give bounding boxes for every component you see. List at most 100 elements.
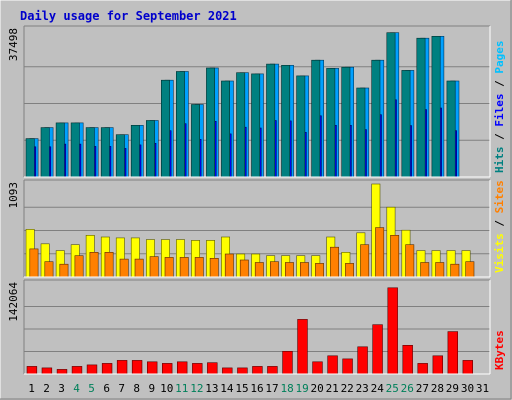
bar-sites-day-3 xyxy=(59,263,69,278)
bar-kbytes-day-8 xyxy=(131,360,143,375)
x-tick-label-day-4: 4 xyxy=(73,382,80,395)
legend-entry-visits: Visits xyxy=(493,233,506,273)
x-tick-label-day-10: 10 xyxy=(160,382,173,395)
legend-entry-files: Files xyxy=(493,94,506,127)
legend-text: Hits / Files / Pages xyxy=(493,41,506,174)
bar-pages-day-12 xyxy=(191,104,200,178)
x-tick-label-day-24: 24 xyxy=(371,382,385,395)
bar-kbytes-day-6 xyxy=(101,363,113,375)
x-tick-label-day-30: 30 xyxy=(461,382,474,395)
bar-sites-day-26 xyxy=(405,244,415,278)
bar-pages-day-11 xyxy=(176,71,185,178)
bar-sites-day-21 xyxy=(330,246,339,278)
bar-pages-day-25 xyxy=(386,32,396,178)
panel-top: 37498 Hits / Files / Pages xyxy=(7,25,506,178)
bar-sites-day-8 xyxy=(134,258,144,278)
legend-separator: / xyxy=(493,74,506,94)
bar-sites-day-27 xyxy=(420,262,430,278)
bar-kbytes-day-15 xyxy=(237,367,248,375)
bar-kbytes-day-10 xyxy=(162,363,173,375)
bar-sites-day-2 xyxy=(44,261,54,278)
bar-sites-day-18 xyxy=(284,262,294,278)
bar-pages-day-28 xyxy=(431,35,441,178)
x-tick-label-day-29: 29 xyxy=(446,382,459,395)
legend-entry-pages: Pages xyxy=(493,41,506,74)
x-axis: 1 2 3 4 5 6 7 8 9 10 11 12 13 14 15 16 17 18 19 20 21 22 23 24 2… xyxy=(28,382,489,395)
bar-sites-day-7 xyxy=(119,258,129,278)
bar-kbytes-day-23 xyxy=(357,346,368,375)
bar-kbytes-day-16 xyxy=(252,366,263,375)
bar-pages-day-10 xyxy=(161,79,170,178)
x-tick-label-day-19: 19 xyxy=(295,382,308,395)
panel-bot-legend: KBytes xyxy=(493,330,506,370)
bar-pages-day-16 xyxy=(251,73,261,178)
bar-kbytes-day-17 xyxy=(267,366,278,375)
bar-kbytes-day-29 xyxy=(447,331,458,375)
bar-kbytes-day-26 xyxy=(402,344,413,375)
bar-kbytes-day-27 xyxy=(417,363,428,375)
bar-sites-day-6 xyxy=(104,252,114,278)
x-tick-label-day-13: 13 xyxy=(205,382,218,395)
bar-kbytes-day-3 xyxy=(56,369,68,375)
bar-kbytes-day-12 xyxy=(192,363,203,375)
bar-pages-day-15 xyxy=(236,72,246,178)
bar-kbytes-day-19 xyxy=(297,319,308,375)
bar-kbytes-day-18 xyxy=(282,350,293,375)
bar-sites-day-12 xyxy=(194,257,204,278)
x-tick-label-day-3: 3 xyxy=(58,382,65,395)
bar-sites-day-23 xyxy=(360,244,370,278)
bar-kbytes-day-2 xyxy=(41,367,53,375)
bar-sites-day-19 xyxy=(299,262,309,278)
bar-kbytes-day-4 xyxy=(71,366,83,375)
bar-pages-day-18 xyxy=(281,65,291,178)
x-tick-label-day-8: 8 xyxy=(133,382,140,395)
legend-text: KBytes xyxy=(493,330,506,370)
bar-sites-day-24 xyxy=(375,227,385,278)
x-tick-label-day-26: 26 xyxy=(401,382,414,395)
x-tick-label-day-7: 7 xyxy=(118,382,125,395)
bar-pages-day-23 xyxy=(356,87,366,178)
bar-pages-day-7 xyxy=(115,134,125,178)
x-tick-label-day-1: 1 xyxy=(28,382,35,395)
bar-sites-day-10 xyxy=(164,257,174,278)
bar-kbytes-day-22 xyxy=(342,358,353,375)
bar-pages-day-26 xyxy=(401,70,411,178)
x-tick-label-day-31: 31 xyxy=(476,382,489,395)
x-tick-label-day-17: 17 xyxy=(265,382,278,395)
bar-sites-day-5 xyxy=(89,252,99,278)
bar-kbytes-day-9 xyxy=(147,361,158,375)
legend-separator: / xyxy=(493,213,506,233)
bar-pages-day-27 xyxy=(416,37,426,178)
panel-bot: 142064 KBytes xyxy=(7,279,506,375)
x-tick-label-day-28: 28 xyxy=(431,382,444,395)
legend-separator: / xyxy=(493,127,506,147)
bar-sites-day-4 xyxy=(74,255,84,278)
x-tick-label-day-5: 5 xyxy=(88,382,95,395)
bar-pages-day-21 xyxy=(326,68,336,178)
bar-sites-day-13 xyxy=(209,257,219,278)
x-tick-label-day-23: 23 xyxy=(356,382,369,395)
bar-sites-day-14 xyxy=(224,253,234,278)
bar-kbytes-day-25 xyxy=(387,287,398,375)
panel-mid-legend: Visits / Sites xyxy=(493,180,506,273)
x-tick-label-day-25: 25 xyxy=(386,382,399,395)
bar-pages-day-4 xyxy=(70,122,80,178)
x-tick-label-day-6: 6 xyxy=(103,382,110,395)
bar-kbytes-day-24 xyxy=(372,324,383,375)
series-sites xyxy=(29,227,475,278)
bar-sites-day-29 xyxy=(450,263,460,278)
bar-kbytes-day-7 xyxy=(116,360,128,375)
bar-pages-day-24 xyxy=(371,59,381,178)
bar-sites-day-17 xyxy=(269,261,279,278)
chart-title: Daily usage for September 2021 xyxy=(20,9,237,23)
bar-kbytes-day-14 xyxy=(222,367,233,375)
bar-pages-day-17 xyxy=(266,63,276,178)
x-tick-label-day-21: 21 xyxy=(326,382,339,395)
x-tick-label-day-27: 27 xyxy=(416,382,429,395)
x-tick-label-day-11: 11 xyxy=(175,382,188,395)
bar-kbytes-day-21 xyxy=(327,355,338,375)
chart-panels: 37498 Hits / Files / Pages 1093 Visits / Si… xyxy=(7,25,506,375)
panel-mid-ymax-label: 1093 xyxy=(7,182,20,209)
legend-entry-sites: Sites xyxy=(493,180,506,213)
